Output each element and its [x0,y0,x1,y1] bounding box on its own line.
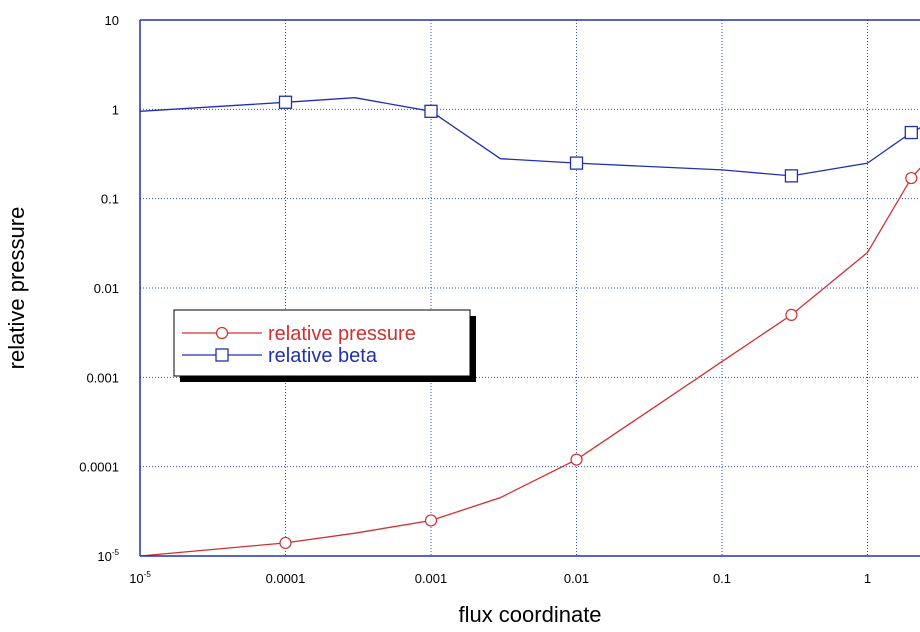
y-tick-label: 0.1 [101,192,119,207]
series-relative-beta [140,95,920,183]
plot-frame [139,19,920,557]
series-line [140,97,920,177]
legend-label: relative beta [268,345,378,367]
series-line [140,167,920,557]
data-point [785,308,798,321]
data-point [784,169,799,183]
data-point [424,514,438,527]
data-point [905,171,918,185]
y-tick-label: 1 [112,102,119,117]
legend-box [173,309,471,377]
legend-marker [215,326,229,340]
x-tick-label: 0.0001 [266,571,306,586]
data-point [279,536,292,550]
y-tick-label: 0.001 [86,370,119,385]
series-layer [140,95,920,557]
x-axis-title: flux coordinate [458,602,601,627]
y-tick-label: 0.0001 [79,460,119,475]
data-point [904,125,918,140]
series-relative-pressure [140,167,920,557]
data-point [424,104,438,118]
y-tick-label: 10 [105,13,119,28]
y-tick-label: 10-5 [97,548,119,564]
x-tick-label: 10-5 [129,570,151,586]
tick-labels: 10-5 0.0001 0.001 0.01 0.1 11010.10.010.0010.… [79,13,871,586]
data-point [570,453,583,466]
legend-marker [215,348,229,362]
x-tick-label: 0.01 [564,571,589,586]
x-tick-label: 0.1 [713,571,731,586]
x-tick-label: 1 [864,571,871,586]
x-tick-exponent: -5 [144,570,152,579]
x-tick-label: 0.001 [415,571,448,586]
grid [140,20,920,556]
legend-entry: relative beta [182,345,378,367]
y-tick-label: 0.01 [94,281,119,296]
y-tick-exponent: -5 [112,548,120,557]
y-axis-title: relative pressure [4,207,29,370]
data-point [569,156,584,170]
data-point [278,95,293,109]
y-tick-base: 10 [97,549,111,564]
legend-label: relative pressure [268,323,416,345]
legend-entry: relative pressure [182,323,416,345]
x-tick-base: 10 [129,571,143,586]
